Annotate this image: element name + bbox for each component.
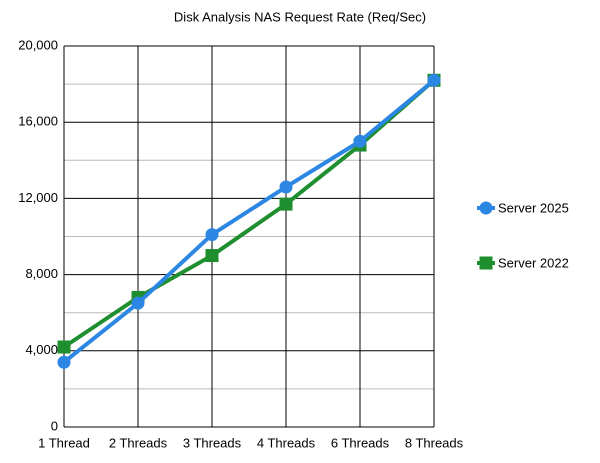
marker: [205, 228, 219, 242]
chart-title: Disk Analysis NAS Request Rate (Req/Sec): [174, 9, 426, 24]
series-line: [62, 78, 436, 364]
marker: [57, 355, 71, 369]
y-tick-label: 4,000: [25, 342, 58, 357]
marker: [279, 197, 293, 211]
marker: [131, 296, 145, 310]
marker: [353, 134, 367, 148]
marker: [57, 340, 71, 354]
x-tick-label: 8 Threads: [405, 435, 464, 450]
marker: [427, 73, 441, 87]
x-tick-label: 2 Threads: [109, 435, 168, 450]
x-tick-label: 6 Threads: [331, 435, 390, 450]
marker: [205, 249, 219, 263]
legend-label: Server 2025: [498, 200, 569, 215]
y-tick-label: 0: [51, 418, 58, 433]
y-tick-label: 20,000: [18, 37, 58, 52]
y-tick-label: 16,000: [18, 114, 58, 129]
marker: [479, 256, 493, 270]
marker: [479, 201, 493, 215]
series-line: [62, 78, 436, 349]
y-tick-label: 12,000: [18, 190, 58, 205]
x-tick-label: 4 Threads: [257, 435, 316, 450]
y-tick-label: 8,000: [25, 266, 58, 281]
marker: [279, 180, 293, 194]
x-tick-label: 1 Thread: [38, 435, 90, 450]
x-tick-label: 3 Threads: [183, 435, 242, 450]
legend-label: Server 2022: [498, 255, 569, 270]
